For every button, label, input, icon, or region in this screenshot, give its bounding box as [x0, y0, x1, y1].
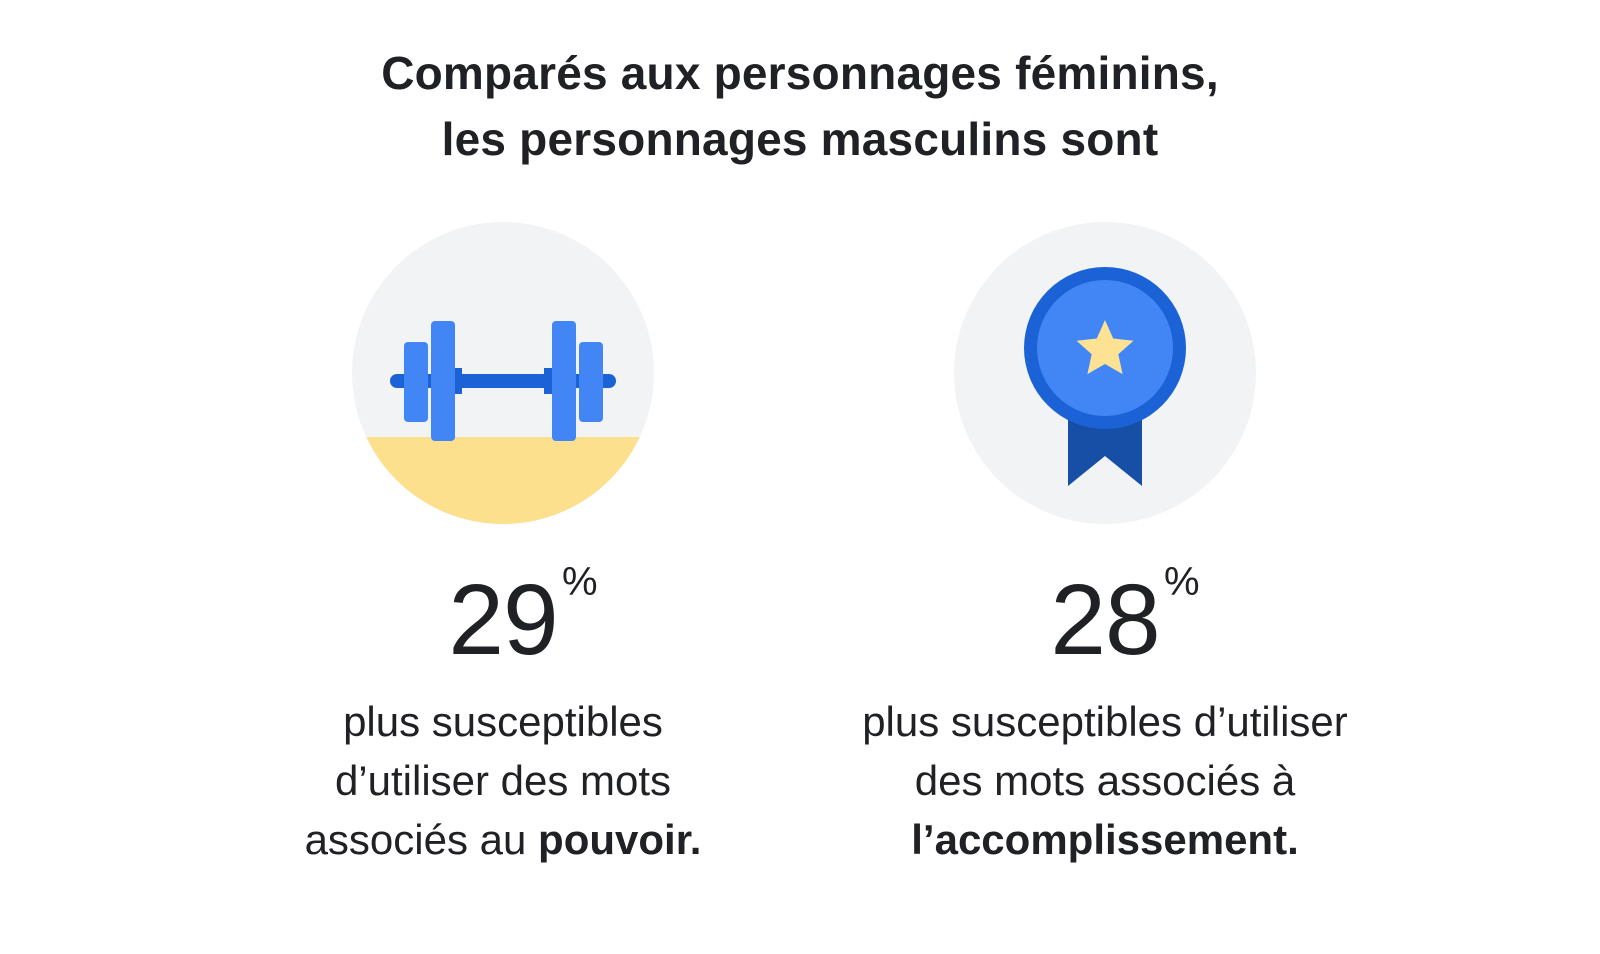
- stat-card-accomplishment: 28% plus susceptibles d’utiliser des mot…: [805, 222, 1405, 869]
- stat-value: 28: [1050, 564, 1160, 676]
- description-line-3: associés au pouvoir.: [203, 810, 803, 869]
- stat-value: 29: [448, 564, 558, 676]
- stat-unit: %: [1164, 560, 1200, 604]
- stat-description: plus susceptibles d’utiliser des mots as…: [805, 692, 1405, 869]
- stat-description: plus susceptibles d’utiliser des mots as…: [203, 692, 803, 869]
- dumbbell-icon: [352, 222, 654, 524]
- description-line-1: plus susceptibles: [343, 698, 663, 745]
- description-line-3-prefix: associés au: [304, 816, 539, 863]
- description-keyword: pouvoir.: [538, 816, 702, 863]
- description-line-1: plus susceptibles d’utiliser: [862, 698, 1348, 745]
- title-line-2: les personnages masculins sont: [441, 113, 1159, 165]
- description-line-2: d’utiliser des mots: [334, 757, 672, 804]
- stat-card-power: 29% plus susceptibles d’utiliser des mot…: [203, 222, 803, 869]
- description-line-2: des mots associés à: [914, 757, 1296, 804]
- description-line-3: l’accomplissement.: [805, 810, 1405, 869]
- description-keyword: l’accomplissement.: [911, 816, 1299, 863]
- award-medal-icon: [954, 222, 1256, 524]
- title-line-1: Comparés aux personnages féminins,: [381, 47, 1219, 99]
- stat-unit: %: [562, 560, 598, 604]
- stat-power: 29%: [203, 560, 803, 670]
- stat-accomplishment: 28%: [805, 560, 1405, 670]
- page-title: Comparés aux personnages féminins, les p…: [0, 40, 1600, 172]
